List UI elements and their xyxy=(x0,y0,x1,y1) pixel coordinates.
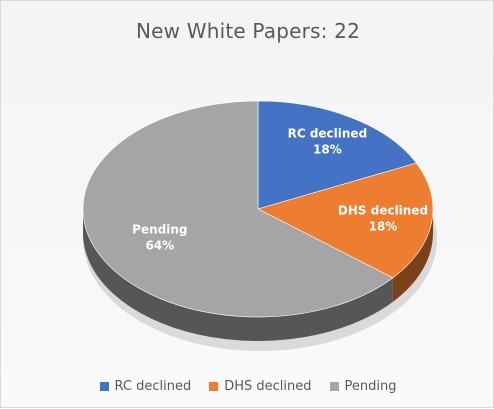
chart-legend: RC declined DHS declined Pending xyxy=(1,379,494,394)
legend-label-rc-declined: RC declined xyxy=(114,379,192,394)
pie-side-dhs-declined xyxy=(392,209,433,302)
data-label-category-pending: Pending xyxy=(132,223,187,237)
data-label-category-dhs-declined: DHS declined xyxy=(338,204,428,218)
data-label-category-rc-declined: RC declined xyxy=(288,127,368,141)
pie-side-pending xyxy=(83,209,393,342)
legend-swatch-pending xyxy=(329,382,339,391)
legend-item-dhs-declined: DHS declined xyxy=(209,379,312,394)
pie-slice-dhs-declined xyxy=(257,162,434,279)
chart-title: New White Papers: 22 xyxy=(135,19,361,43)
legend-label-pending: Pending xyxy=(344,379,397,394)
data-label-value-pending: 64% xyxy=(145,239,174,253)
data-label-value-dhs-declined: 18% xyxy=(369,220,398,234)
pie-slice-pending xyxy=(82,100,394,318)
legend-label-dhs-declined: DHS declined xyxy=(224,379,312,394)
legend-swatch-rc-declined xyxy=(99,382,109,391)
legend-item-pending: Pending xyxy=(329,379,397,394)
pie-slice-rc-declined xyxy=(257,100,417,210)
legend-item-rc-declined: RC declined xyxy=(99,379,192,394)
legend-swatch-dhs-declined xyxy=(209,382,219,391)
data-label-value-rc-declined: 18% xyxy=(313,143,342,157)
